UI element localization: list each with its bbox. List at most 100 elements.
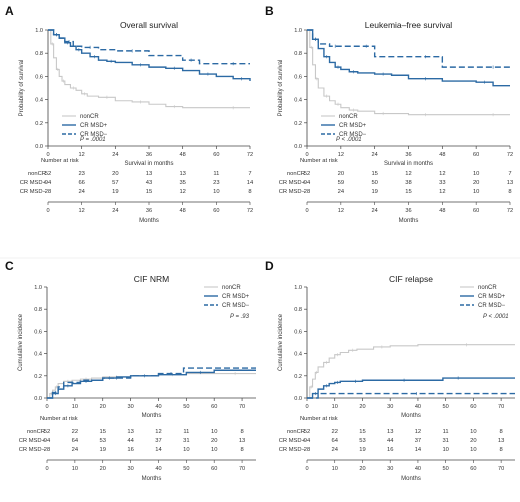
p-value-label: P < .0001	[336, 137, 362, 143]
y-tick-label: 1.0	[294, 28, 302, 34]
risk-table-xlabel: Months	[399, 218, 419, 224]
risk-table-xlabel: Months	[142, 476, 162, 482]
risk-cell: 28	[304, 447, 310, 453]
x-tick-label: 72	[507, 152, 513, 158]
risk-cell: 22	[332, 429, 338, 435]
risk-cell: 20	[473, 180, 479, 186]
y-tick-label: 0.8	[34, 307, 42, 313]
y-tick-label: 0.0	[294, 396, 302, 402]
y-tick-label: 0.0	[294, 144, 302, 150]
risk-row-label: CR MSD+	[279, 180, 306, 186]
risk-cell: 23	[213, 180, 219, 186]
series-line-cr-msd-pos	[48, 29, 251, 82]
risk-cell: 94	[304, 180, 311, 186]
risk-cell: 94	[304, 438, 311, 444]
risk-cell: 8	[500, 429, 503, 435]
risk-table-tick-label: 60	[470, 466, 476, 472]
risk-cell: 12	[439, 189, 445, 195]
risk-row-label: nonCR	[28, 171, 46, 177]
panel-letter: D	[265, 259, 274, 273]
legend-label-cr-msd-neg: CR MSD−	[80, 132, 108, 138]
x-tick-label: 40	[415, 404, 421, 410]
risk-row-label: CR MSD−	[279, 189, 306, 195]
risk-table-tick-label: 60	[213, 208, 219, 214]
risk-table-header: Number at risk	[40, 416, 78, 422]
legend-label-noncr: nonCR	[222, 285, 241, 291]
risk-cell: 14	[155, 447, 162, 453]
risk-cell: 10	[442, 447, 448, 453]
p-value-label: P < .0001	[483, 314, 509, 320]
series-line-noncr	[47, 373, 256, 399]
legend-label-cr-msd-pos: CR MSD+	[478, 294, 506, 300]
risk-cell: 19	[100, 447, 106, 453]
x-tick-label: 60	[213, 152, 219, 158]
risk-row-label: nonCR	[287, 429, 305, 435]
risk-cell: 15	[359, 429, 365, 435]
y-tick-label: 0.6	[35, 74, 43, 80]
x-tick-label: 20	[359, 404, 365, 410]
risk-table-tick-label: 60	[473, 208, 479, 214]
risk-cell: 52	[45, 171, 51, 177]
risk-cell: 11	[183, 429, 189, 435]
risk-cell: 12	[439, 171, 445, 177]
risk-cell: 24	[72, 447, 79, 453]
risk-cell: 59	[338, 180, 344, 186]
risk-cell: 11	[443, 429, 449, 435]
risk-table-tick-label: 48	[180, 208, 186, 214]
risk-table-tick-label: 48	[439, 208, 445, 214]
y-tick-label: 0.0	[34, 396, 42, 402]
x-tick-label: 60	[473, 152, 479, 158]
series-line-cr-msd-pos	[47, 369, 256, 399]
risk-cell: 10	[473, 189, 479, 195]
risk-cell: 20	[338, 171, 344, 177]
x-tick-label: 0	[45, 404, 48, 410]
x-axis-label: Months	[142, 413, 162, 419]
risk-cell: 13	[387, 429, 393, 435]
risk-cell: 8	[240, 447, 243, 453]
risk-table-tick-label: 60	[211, 466, 217, 472]
risk-table-tick-label: 0	[46, 208, 49, 214]
panel-c: C CIF NRM 0.0 0.2 0.4 0.6 0.8 1.0 0 10 20 30 40 50 60 7…	[5, 259, 256, 482]
y-axis-label: Cumulative incidence	[278, 313, 284, 371]
risk-cell: 10	[473, 171, 479, 177]
risk-cell: 13	[146, 171, 152, 177]
x-tick-label: 12	[338, 152, 344, 158]
risk-cell: 13	[127, 429, 133, 435]
risk-cell: 64	[332, 438, 339, 444]
panel-title: Overall survival	[120, 20, 178, 30]
x-tick-label: 30	[127, 404, 133, 410]
risk-table-tick-label: 20	[359, 466, 365, 472]
risk-cell: 37	[155, 438, 161, 444]
risk-table-tick-label: 0	[305, 466, 308, 472]
legend-label-noncr: nonCR	[80, 114, 99, 120]
risk-cell: 38	[405, 180, 411, 186]
risk-cell: 14	[247, 180, 254, 186]
panel-b: B Leukemia–free survival 0.0 0.2 0.4 0.6 0.8 1.…	[265, 4, 513, 224]
series-line-cr-msd-neg	[307, 29, 510, 68]
x-tick-label: 60	[470, 404, 476, 410]
y-tick-label: 0.8	[294, 51, 302, 57]
risk-cell: 12	[179, 189, 185, 195]
risk-row-label: CR MSD+	[279, 438, 306, 444]
risk-cell: 28	[44, 447, 50, 453]
y-tick-label: 1.0	[35, 28, 43, 34]
risk-cell: 19	[359, 447, 365, 453]
series-line-noncr	[48, 29, 250, 109]
series-line-cr-msd-pos	[307, 29, 510, 87]
risk-cell: 94	[44, 438, 51, 444]
p-value-label: P = .0001	[80, 137, 106, 143]
risk-table-xlabel: Months	[401, 476, 421, 482]
risk-table-tick-label: 24	[372, 208, 378, 214]
risk-cell: 8	[248, 189, 251, 195]
panel-title: CIF NRM	[134, 274, 169, 284]
risk-cell: 44	[127, 438, 134, 444]
x-tick-label: 60	[211, 404, 217, 410]
risk-cell: 44	[387, 438, 394, 444]
risk-cell: 94	[45, 180, 52, 186]
risk-table-header: Number at risk	[41, 158, 79, 164]
risk-cell: 24	[332, 447, 339, 453]
risk-table-tick-label: 36	[405, 208, 411, 214]
risk-cell: 7	[248, 171, 251, 177]
risk-cell: 10	[183, 447, 189, 453]
